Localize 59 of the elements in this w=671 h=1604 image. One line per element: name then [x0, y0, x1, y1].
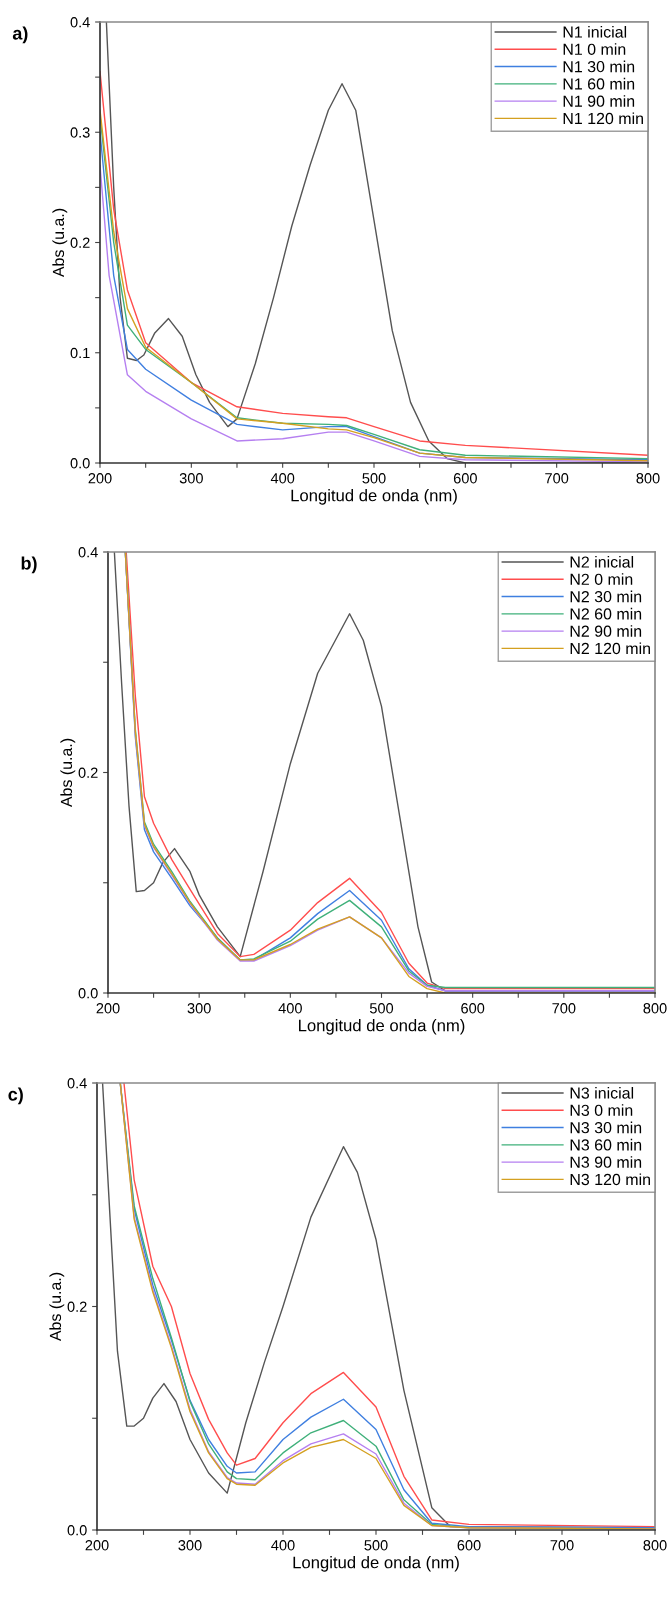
legend-label: N3 90 min — [570, 1156, 642, 1168]
x-axis-title: Longitud de onda (nm) — [293, 1556, 459, 1572]
y-tick-label: 0.0 — [67, 1525, 87, 1536]
legend-label: N2 0 min — [570, 573, 633, 586]
x-tick-label: 500 — [364, 1540, 388, 1551]
x-tick-label: 300 — [178, 1540, 202, 1551]
x-tick-label: 400 — [278, 1003, 302, 1014]
legend-label: N3 inicial — [570, 1086, 634, 1099]
y-tick-label: 0.1 — [70, 347, 90, 359]
y-axis-title: Abs (u.a.) — [60, 738, 76, 808]
x-tick-label: 500 — [369, 1003, 394, 1014]
chart-title: b) — [21, 556, 37, 574]
x-tick-label: 700 — [550, 1540, 574, 1551]
legend-label: N1 90 min — [563, 95, 635, 107]
y-tick-label: 0.2 — [78, 767, 98, 778]
y-tick-label: 0.4 — [67, 1078, 87, 1089]
legend-label: N2 inicial — [570, 555, 634, 568]
x-tick-label: 200 — [85, 1540, 109, 1551]
y-tick-label: 0.4 — [70, 17, 90, 28]
y-tick-label: 0.2 — [70, 237, 90, 248]
y-axis-title: Abs (u.a.) — [52, 208, 68, 278]
legend-label: N3 30 min — [570, 1121, 642, 1134]
legend-label: N1 120 min — [563, 112, 643, 125]
x-tick-label: 800 — [643, 1540, 667, 1551]
x-tick-label: 800 — [643, 1003, 667, 1014]
legend-label: N1 60 min — [563, 77, 635, 90]
x-tick-label: 200 — [88, 473, 112, 484]
legend-label: N1 30 min — [563, 60, 635, 73]
y-tick-label: 0.3 — [70, 127, 90, 138]
legend-label: N1 0 min — [563, 43, 626, 56]
y-tick-label: 0.0 — [70, 458, 90, 469]
x-tick-label: 700 — [552, 1003, 576, 1014]
x-tick-label: 500 — [362, 473, 386, 484]
legend-label: N3 60 min — [570, 1138, 642, 1151]
x-tick-label: 600 — [457, 1540, 481, 1551]
legend-label: N3 120 min — [570, 1173, 650, 1186]
y-tick-label: 0.2 — [67, 1301, 87, 1312]
y-tick-label: 0.0 — [78, 988, 98, 999]
x-tick-label: 200 — [96, 1003, 120, 1014]
legend-label: N2 60 min — [570, 607, 642, 620]
y-axis-title: Abs (u.a.) — [49, 1272, 65, 1342]
x-tick-label: 600 — [453, 473, 477, 484]
x-tick-label: 600 — [461, 1003, 485, 1014]
y-tick-label: 0.4 — [78, 547, 98, 558]
legend-label: N1 inicial — [563, 25, 627, 38]
legend-label: N2 90 min — [570, 625, 642, 637]
legend-label: N3 0 min — [570, 1104, 633, 1117]
x-tick-label: 400 — [270, 473, 295, 484]
x-axis-title: Longitud de onda (nm) — [291, 489, 457, 505]
x-tick-label: 300 — [187, 1003, 211, 1014]
legend-label: N2 120 min — [570, 642, 650, 655]
chart-title: c) — [8, 1087, 23, 1105]
legend-label: N2 30 min — [570, 590, 642, 603]
x-axis-title: Longitud de onda (nm) — [299, 1019, 465, 1035]
x-tick-label: 400 — [271, 1540, 295, 1551]
chart-title: a) — [12, 26, 28, 44]
x-tick-label: 300 — [179, 473, 203, 484]
x-tick-label: 800 — [636, 473, 660, 484]
x-tick-label: 700 — [545, 473, 569, 484]
